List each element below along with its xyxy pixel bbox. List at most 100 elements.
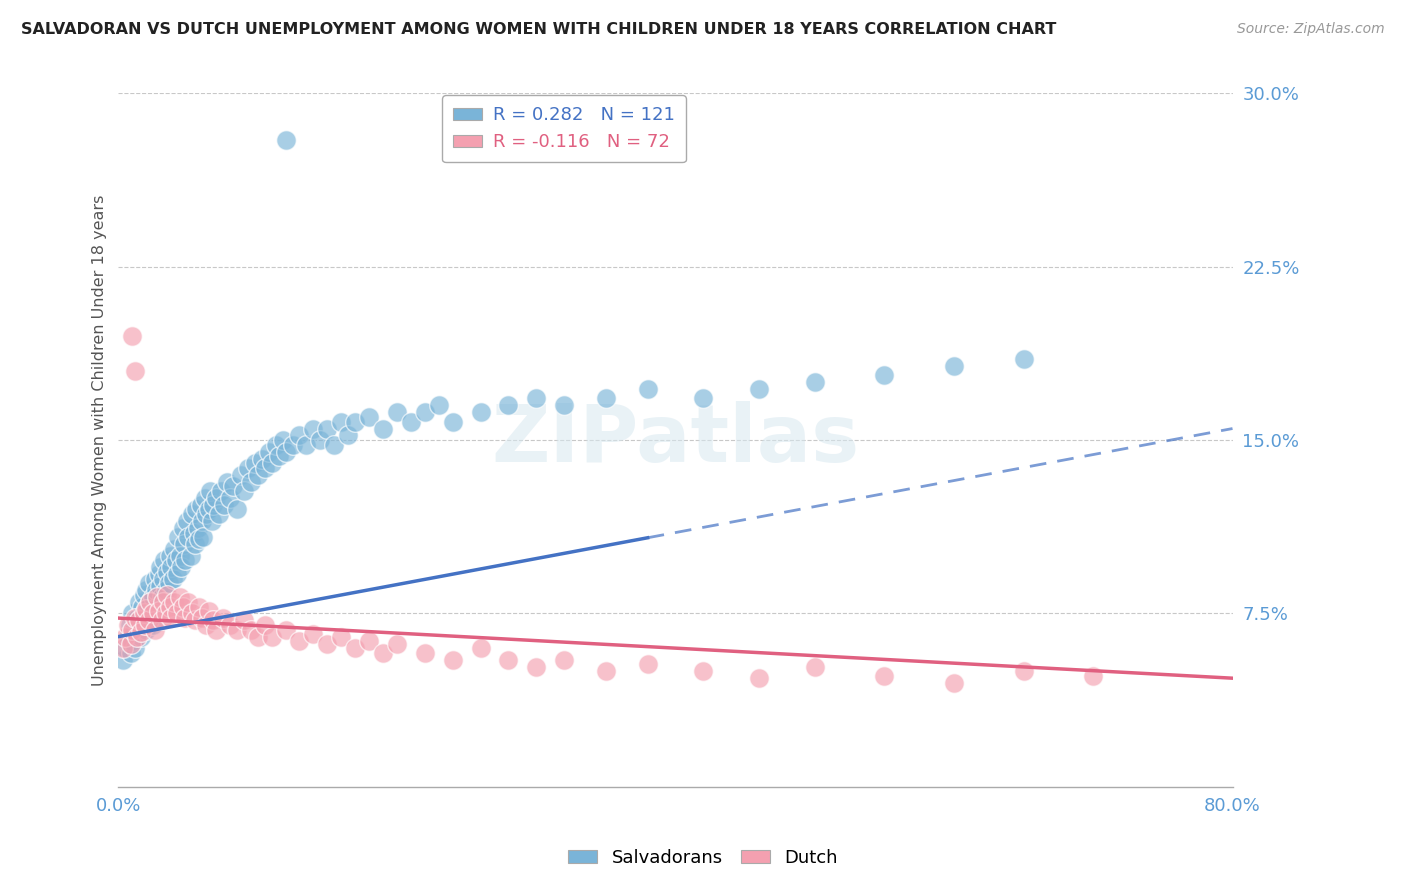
Point (141, 607, 163, 621)
Point (146, 591, 169, 605)
Point (470, 405, 492, 419)
Point (330, 630, 353, 644)
Point (595, 392, 617, 406)
Point (202, 498, 225, 512)
Point (138, 614, 160, 628)
Point (260, 630, 283, 644)
Point (150, 614, 173, 628)
Point (246, 630, 269, 644)
Point (229, 467, 252, 482)
Point (162, 572, 184, 586)
Point (128, 614, 150, 628)
Point (399, 415, 422, 429)
Point (1012, 352, 1035, 367)
Point (128, 595, 150, 609)
Point (177, 595, 200, 609)
Point (191, 514, 214, 528)
Point (135, 583, 157, 598)
Point (692, 665, 714, 679)
Point (169, 549, 191, 563)
Point (184, 614, 207, 628)
Point (117, 630, 139, 644)
Point (142, 591, 165, 605)
Point (148, 567, 170, 582)
Point (243, 456, 266, 470)
Point (128, 614, 150, 628)
Point (181, 607, 204, 621)
Point (344, 641, 367, 656)
Point (288, 634, 311, 648)
Point (187, 521, 209, 535)
Point (129, 630, 152, 644)
Point (132, 588, 155, 602)
Point (142, 618, 165, 632)
Point (132, 607, 155, 621)
Point (138, 576, 160, 591)
Point (274, 623, 297, 637)
Point (218, 491, 240, 505)
Point (195, 618, 218, 632)
Point (125, 611, 148, 625)
Point (288, 428, 311, 442)
Point (152, 572, 174, 586)
Point (156, 588, 179, 602)
Point (184, 537, 207, 551)
Point (595, 665, 617, 679)
Point (172, 521, 194, 535)
Point (143, 572, 166, 586)
Point (413, 405, 436, 419)
Point (198, 604, 221, 618)
Point (873, 669, 896, 683)
Point (155, 583, 177, 598)
Point (177, 530, 200, 544)
Point (142, 607, 165, 621)
Point (212, 611, 235, 625)
Point (524, 659, 547, 673)
Point (111, 653, 134, 667)
Point (188, 599, 211, 614)
Point (1083, 669, 1105, 683)
Point (637, 382, 659, 396)
Point (427, 399, 450, 413)
Point (190, 498, 212, 512)
Point (211, 483, 233, 498)
Point (124, 641, 146, 656)
Point (225, 623, 247, 637)
Point (111, 641, 134, 656)
Point (281, 438, 304, 452)
Point (127, 624, 149, 639)
Point (131, 599, 153, 614)
Point (149, 560, 172, 574)
Point (166, 567, 188, 582)
Point (186, 502, 208, 516)
Point (121, 329, 143, 343)
Point (191, 611, 214, 625)
Point (167, 530, 190, 544)
Point (232, 614, 254, 628)
Point (121, 607, 143, 621)
Point (257, 444, 280, 458)
Point (205, 623, 228, 637)
Point (239, 475, 262, 489)
Point (120, 636, 142, 650)
Point (201, 514, 224, 528)
Point (148, 604, 170, 618)
Point (163, 595, 186, 609)
Point (170, 560, 193, 574)
Point (302, 421, 325, 435)
Point (173, 537, 195, 551)
Point (198, 502, 221, 516)
Point (803, 659, 825, 673)
Point (323, 438, 346, 452)
Point (232, 483, 254, 498)
Point (274, 444, 297, 458)
Point (138, 614, 160, 628)
Point (264, 438, 287, 452)
Point (553, 653, 575, 667)
Point (470, 641, 492, 656)
Point (159, 599, 181, 614)
Point (132, 618, 155, 632)
Point (124, 364, 146, 378)
Point (134, 618, 156, 632)
Point (176, 514, 198, 528)
